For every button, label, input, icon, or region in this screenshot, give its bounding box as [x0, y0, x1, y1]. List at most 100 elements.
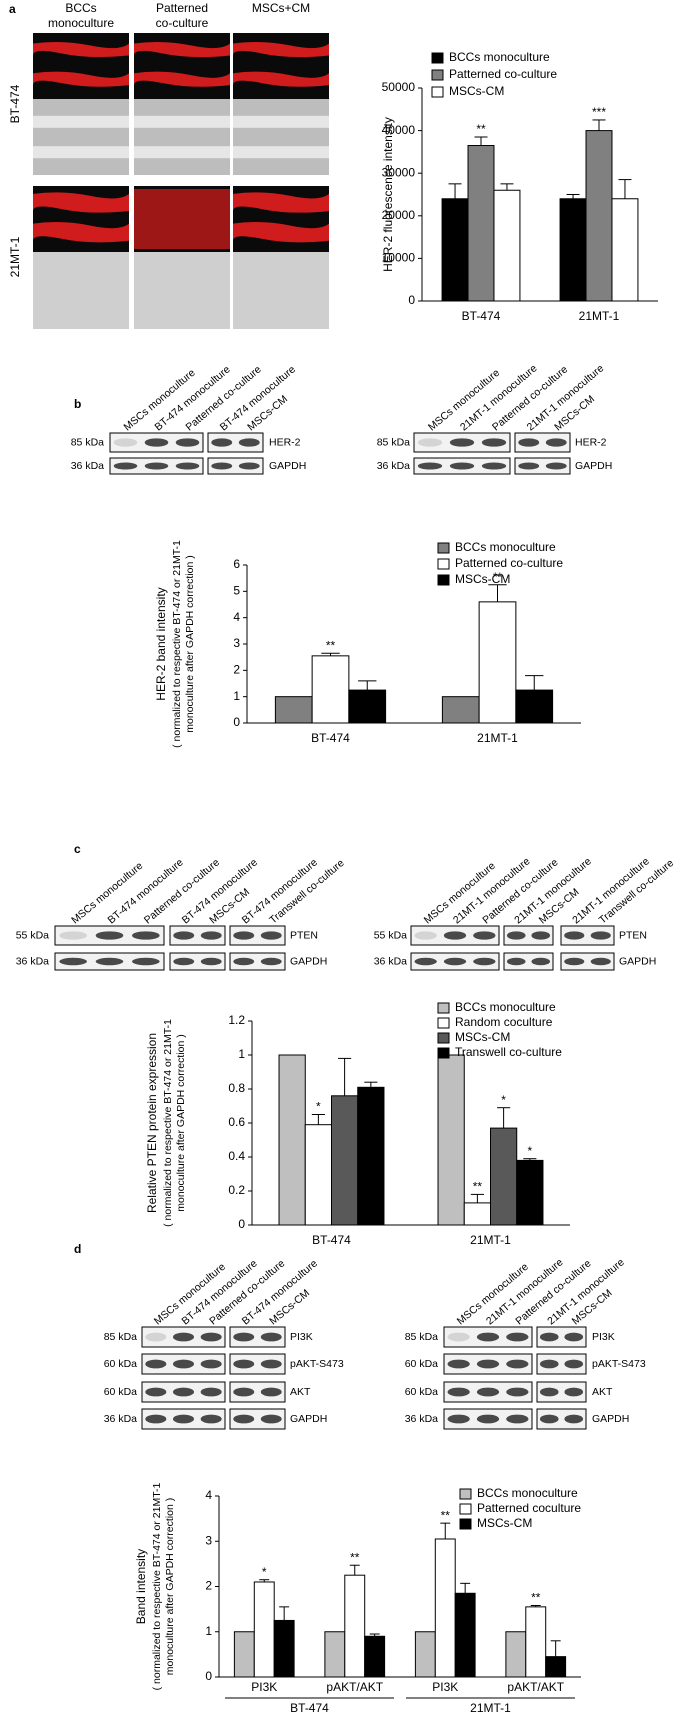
- x-tick-label: BT-474: [311, 731, 350, 745]
- blot-band: [473, 931, 496, 940]
- blot-band: [539, 1387, 559, 1397]
- blot-box: [229, 1353, 286, 1375]
- protein-label: PI3K: [290, 1331, 313, 1343]
- y-axis-label: Band intensity: [134, 1549, 148, 1624]
- x-tick-label: 21MT-1: [470, 1233, 511, 1247]
- y-tick-label: 0: [408, 293, 415, 307]
- blot-band: [260, 1387, 282, 1397]
- bar: [493, 189, 521, 302]
- blot-box: [229, 925, 286, 946]
- bar: [545, 1656, 567, 1678]
- bar: [454, 1592, 476, 1678]
- red-stripe: [33, 222, 129, 243]
- bar: [441, 198, 469, 302]
- bar: [515, 689, 554, 724]
- bar: [585, 130, 613, 302]
- blot-band: [531, 957, 551, 966]
- legend-swatch: [437, 1017, 450, 1029]
- x-tick-label: PI3K: [251, 1680, 277, 1694]
- blot-band: [414, 931, 437, 940]
- legend-label: MSCs-CM: [449, 84, 504, 98]
- brightfield-stripe: [134, 115, 230, 128]
- blot-band: [414, 957, 437, 966]
- blot-box: [207, 432, 264, 453]
- legend-label: BCCs monoculture: [455, 540, 556, 554]
- y-tick-label: 40000: [382, 123, 416, 137]
- blot-band: [260, 957, 282, 966]
- marker-label: 55 kDa: [16, 929, 49, 941]
- protein-label: PI3K: [592, 1331, 615, 1343]
- bar: [611, 198, 639, 302]
- marker-label: 36 kDa: [374, 955, 407, 967]
- bar: [278, 1054, 306, 1226]
- blot-band: [172, 1387, 195, 1397]
- legend-swatch: [431, 86, 444, 98]
- bar: [467, 145, 495, 302]
- legend-swatch: [459, 1503, 472, 1515]
- bar: [516, 1159, 544, 1226]
- bar: [364, 1635, 386, 1678]
- panel-letter: b: [74, 397, 81, 411]
- bar: [311, 655, 350, 724]
- y-axis-note: monoculture after GAPDH correction ): [175, 1034, 187, 1211]
- y-tick-label: 2: [205, 1579, 212, 1593]
- protein-label: pAKT-S473: [290, 1358, 344, 1370]
- significance: *: [316, 1100, 321, 1114]
- bar: [505, 1631, 527, 1678]
- blot-box: [229, 1381, 286, 1403]
- blot-band: [145, 1387, 167, 1397]
- blot-box: [536, 1381, 587, 1403]
- y-tick-label: 5: [233, 584, 240, 598]
- blot-band: [113, 438, 138, 447]
- bar: [559, 198, 587, 302]
- blot-box: [229, 1408, 286, 1430]
- group-label: 21MT-1: [470, 1701, 511, 1715]
- y-tick-label: 1.2: [228, 1013, 245, 1027]
- protein-label: GAPDH: [619, 955, 656, 967]
- bar: [304, 1124, 333, 1226]
- legend-swatch: [459, 1518, 472, 1530]
- blot-band: [447, 1332, 470, 1342]
- blot-band: [175, 462, 200, 470]
- blot-band: [113, 462, 138, 470]
- brightfield-image: [134, 99, 230, 175]
- marker-label: 60 kDa: [104, 1386, 137, 1398]
- legend-swatch: [437, 1047, 450, 1059]
- marker-label: 85 kDa: [104, 1331, 137, 1343]
- blot-band: [506, 1387, 529, 1397]
- blot-band: [506, 1414, 529, 1424]
- y-tick-label: 0.8: [228, 1081, 245, 1095]
- blot-band: [211, 438, 233, 447]
- protein-label: GAPDH: [575, 460, 612, 472]
- blot-band: [506, 957, 526, 966]
- row-label: 21MT-1: [8, 236, 22, 277]
- legend-swatch: [437, 542, 450, 554]
- marker-label: 60 kDa: [405, 1386, 438, 1398]
- bar: [357, 1086, 385, 1226]
- protein-label: HER-2: [575, 436, 607, 448]
- blot-band: [145, 1359, 167, 1369]
- protein-label: PTEN: [290, 929, 318, 941]
- marker-label: 60 kDa: [405, 1358, 438, 1370]
- protein-label: PTEN: [619, 929, 647, 941]
- bar: [490, 1127, 518, 1226]
- y-tick-label: 3: [205, 1533, 212, 1547]
- red-stripe: [233, 41, 329, 58]
- blot-band: [447, 1359, 470, 1369]
- blot-band: [476, 1387, 500, 1397]
- legend-label: BCCs monoculture: [449, 50, 550, 64]
- y-axis-note: ( normalized to respective BT-474 or 21M…: [171, 540, 183, 748]
- blot-band: [449, 438, 475, 447]
- blot-box: [229, 1326, 286, 1348]
- significance: *: [501, 1093, 506, 1107]
- x-tick-label: BT-474: [312, 1233, 351, 1247]
- legend-label: Random coculture: [455, 1015, 553, 1029]
- x-tick-label: PI3K: [432, 1680, 458, 1694]
- blot-band: [590, 957, 611, 966]
- legend-swatch: [437, 1032, 450, 1044]
- blot-box: [514, 457, 571, 475]
- brightfield-image: [33, 99, 129, 175]
- y-tick-label: 0.2: [228, 1183, 245, 1197]
- significance: **: [531, 1591, 541, 1605]
